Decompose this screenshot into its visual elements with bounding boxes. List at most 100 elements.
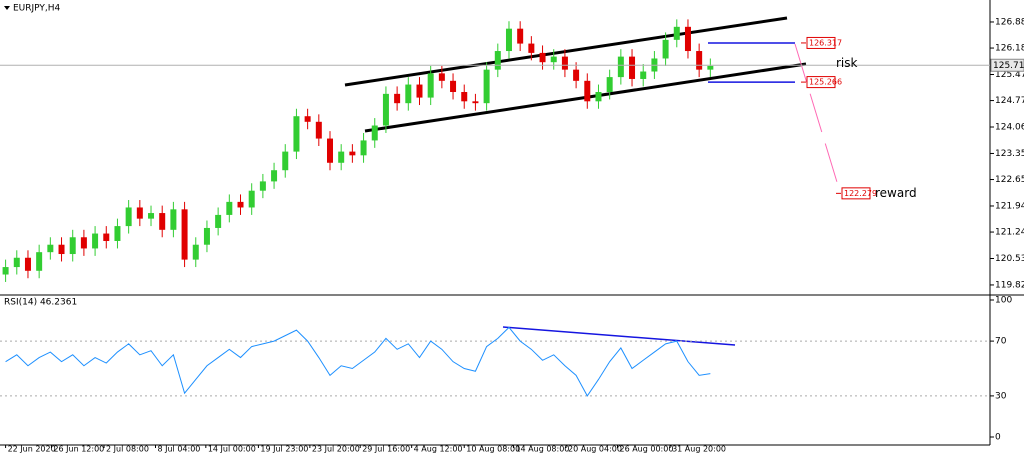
candle-body xyxy=(427,73,434,98)
y-tick-label: 70 xyxy=(995,337,1007,347)
candle-body xyxy=(338,151,345,163)
candle-body xyxy=(561,56,568,70)
candle-body xyxy=(416,84,423,98)
annotation: reward xyxy=(875,186,917,200)
candle-body xyxy=(539,52,546,63)
candle-body xyxy=(293,116,300,152)
menu-triangle xyxy=(4,6,10,10)
candle-body xyxy=(405,84,412,104)
y-tick-label: 30 xyxy=(995,391,1007,401)
candle-body xyxy=(684,26,691,52)
x-tick-label: 2 Jul 08:00 xyxy=(106,445,149,454)
y-tick-label: 123.350 xyxy=(995,149,1024,159)
x-tick-label: 26 Aug 00:00 xyxy=(619,445,673,454)
candle-body xyxy=(382,93,389,126)
candle-body xyxy=(203,227,210,245)
y-tick-label: 119.820 xyxy=(995,280,1024,290)
level-label: 125.266 xyxy=(809,78,842,87)
level-box xyxy=(806,76,836,89)
candle-body xyxy=(438,73,445,81)
candle-body xyxy=(192,244,199,260)
candle-body xyxy=(315,121,322,139)
candle-body xyxy=(640,71,647,79)
candle-body xyxy=(450,80,457,93)
candle-body xyxy=(394,93,401,104)
x-tick-label: 29 Jul 16:00 xyxy=(362,445,410,454)
candle-body xyxy=(505,28,512,52)
candle-body xyxy=(360,140,367,156)
y-tick-label: 0 xyxy=(995,433,1001,443)
y-tick-label: 125.470 xyxy=(995,70,1024,80)
candle-body xyxy=(114,226,121,241)
candle-body xyxy=(673,26,680,40)
current-price-label: 125.718 xyxy=(993,61,1024,71)
candle-body xyxy=(606,77,613,93)
y-tick-label: 124.060 xyxy=(995,123,1024,133)
candle-body xyxy=(259,181,266,191)
candle-body xyxy=(349,151,356,156)
candle-body xyxy=(472,101,479,104)
x-tick-label: 26 Jun 12:00 xyxy=(53,445,104,454)
candle-body xyxy=(696,51,703,70)
candle-body xyxy=(662,39,669,59)
y-tick-label: 122.650 xyxy=(995,175,1024,185)
rsi-divergence xyxy=(502,326,736,346)
candle-body xyxy=(584,80,591,102)
candle-body xyxy=(528,43,535,53)
candle-body xyxy=(181,209,188,260)
candle-body xyxy=(595,92,602,102)
y-tick-label: 121.940 xyxy=(995,201,1024,211)
y-tick-label: 121.240 xyxy=(995,228,1024,238)
candle-body xyxy=(80,237,87,249)
y-tick-label: 120.530 xyxy=(995,254,1024,264)
rsi-line xyxy=(5,326,711,397)
candle-body xyxy=(617,56,624,78)
candle-body xyxy=(327,138,333,163)
x-tick-label: 20 Aug 04:00 xyxy=(568,445,622,454)
y-tick-label: 100 xyxy=(995,296,1012,306)
target-path xyxy=(794,43,841,193)
x-tick-label: 23 Jul 20:00 xyxy=(312,445,360,454)
candle-body xyxy=(136,207,143,219)
candle-body xyxy=(248,190,255,208)
candle-body xyxy=(550,56,557,63)
candle-body xyxy=(629,56,636,79)
x-tick-label: 14 Jul 00:00 xyxy=(208,445,256,454)
candle-body xyxy=(371,125,378,141)
candle-body xyxy=(2,267,9,275)
candle-body xyxy=(159,213,166,230)
x-tick-label: 14 Aug 08:00 xyxy=(515,445,569,454)
candle-body xyxy=(494,51,501,70)
candle-body xyxy=(461,92,468,102)
candle-body xyxy=(170,209,177,230)
candle-body xyxy=(237,201,244,208)
candle-body xyxy=(24,257,31,271)
x-tick-label: 31 Aug 20:00 xyxy=(672,445,726,454)
level-box xyxy=(841,187,871,200)
candle-body xyxy=(483,69,490,104)
y-tick-label: 124.770 xyxy=(995,96,1024,106)
level-label: 126.317 xyxy=(809,38,842,47)
candle-body xyxy=(125,207,132,227)
x-tick-label: 10 Aug 08:00 xyxy=(466,445,520,454)
x-tick-label: 8 Jul 04:00 xyxy=(157,445,200,454)
level-box xyxy=(806,36,836,49)
candle-body xyxy=(226,201,233,215)
candle-body xyxy=(58,244,65,255)
candle-body xyxy=(282,151,289,171)
chart-title: EURJPY,H4 xyxy=(13,4,61,14)
candle-body xyxy=(69,237,76,255)
y-tick-label: 126.180 xyxy=(995,44,1024,54)
rsi-title: RSI(14) 46.2361 xyxy=(4,298,77,308)
candle-body xyxy=(271,170,278,182)
candle-body xyxy=(47,244,54,253)
candle-body xyxy=(92,233,99,249)
candle-body xyxy=(36,252,43,271)
channel-upper xyxy=(344,16,788,87)
candle-body xyxy=(573,69,580,81)
x-tick-label: 22 Jun 2020 xyxy=(8,445,56,454)
candle-body xyxy=(304,116,311,122)
x-tick-label: 19 Jul 23:00 xyxy=(260,445,308,454)
